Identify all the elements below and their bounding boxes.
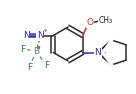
Text: F: F	[27, 63, 32, 72]
Text: O: O	[86, 18, 93, 27]
Text: +: +	[42, 28, 47, 33]
Text: B: B	[33, 47, 39, 56]
Text: N: N	[94, 48, 101, 57]
Text: CH₃: CH₃	[99, 16, 113, 25]
Text: F: F	[44, 61, 49, 70]
Text: N: N	[37, 31, 44, 40]
Text: F: F	[20, 45, 25, 54]
Text: N: N	[94, 48, 101, 57]
Text: N: N	[23, 31, 30, 40]
